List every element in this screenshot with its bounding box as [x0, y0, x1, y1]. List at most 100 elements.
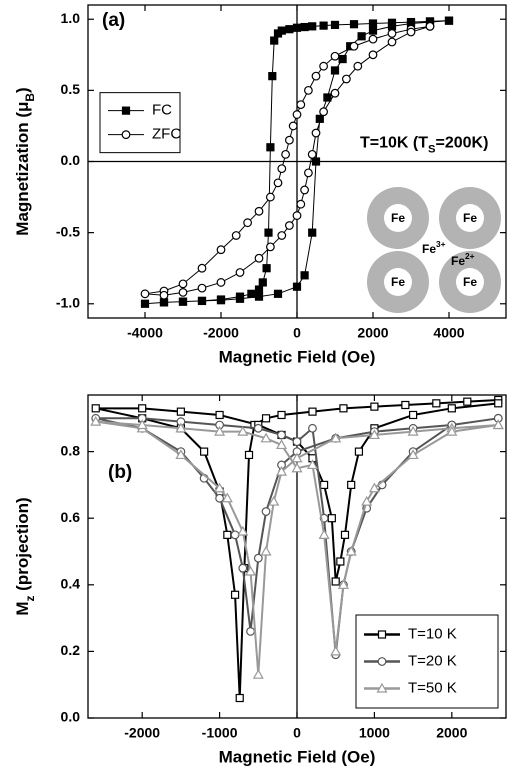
marker	[197, 263, 207, 273]
marker	[337, 579, 349, 589]
marker	[370, 402, 379, 411]
marker	[237, 425, 249, 436]
marker	[368, 26, 378, 35]
marker	[175, 422, 187, 433]
marker	[258, 278, 267, 287]
marker	[292, 282, 302, 291]
y-tick-label: -0.5	[56, 223, 80, 239]
marker	[432, 399, 441, 408]
particle-core	[384, 204, 412, 232]
marker	[223, 530, 232, 539]
marker	[138, 404, 147, 413]
marker	[200, 447, 209, 456]
marker	[159, 290, 169, 300]
marker	[266, 143, 275, 152]
marker	[230, 590, 240, 599]
marker	[221, 492, 233, 503]
marker	[238, 563, 248, 573]
marker	[261, 507, 271, 516]
marker	[446, 425, 458, 436]
marker	[353, 61, 363, 71]
marker	[159, 298, 169, 307]
y-axis-label-part: M	[13, 602, 32, 616]
marker	[368, 50, 378, 60]
marker	[292, 110, 302, 119]
marker	[266, 242, 275, 252]
y-axis-label-part: B	[23, 93, 37, 102]
marker	[292, 437, 302, 447]
marker	[319, 107, 329, 117]
legend-label: T=50 K	[408, 679, 457, 696]
marker	[331, 577, 340, 586]
marker	[308, 22, 317, 31]
particle-label: Fe	[463, 275, 477, 289]
marker	[216, 278, 226, 287]
marker	[494, 399, 503, 408]
marker	[307, 149, 317, 159]
series	[90, 415, 504, 679]
marker	[336, 557, 345, 566]
marker	[244, 450, 254, 460]
marker	[444, 16, 454, 25]
marker	[349, 41, 359, 51]
marker	[178, 279, 188, 289]
legend-label: FC	[152, 102, 172, 119]
marker	[252, 668, 264, 679]
marker	[387, 29, 397, 38]
marker	[246, 627, 255, 636]
y-axis-label-part: z	[23, 596, 37, 602]
marker	[425, 21, 435, 31]
x-tick-label: 0	[293, 725, 301, 741]
marker	[261, 414, 271, 423]
marker	[254, 292, 264, 301]
ion-label-part: 2+	[465, 251, 475, 261]
marker	[197, 283, 207, 293]
marker	[176, 407, 185, 416]
y-tick-label: 1.0	[61, 10, 81, 26]
marker	[409, 410, 418, 420]
legend-marker	[377, 657, 387, 666]
marker	[463, 397, 472, 406]
marker	[300, 185, 310, 195]
marker	[347, 480, 356, 490]
marker	[90, 415, 102, 426]
marker	[275, 439, 288, 450]
marker	[311, 128, 321, 138]
marker	[338, 54, 347, 64]
marker	[361, 495, 373, 506]
marker	[235, 294, 245, 303]
marker	[327, 514, 336, 523]
marker	[407, 425, 419, 436]
marker	[306, 459, 319, 470]
marker	[245, 565, 257, 576]
marker	[253, 553, 263, 563]
marker	[296, 100, 306, 109]
x-axis-label: Magnetic Field (Oe)	[219, 747, 376, 766]
marker	[319, 480, 329, 490]
marker	[231, 231, 241, 240]
y-tick-label: 0.4	[61, 576, 81, 592]
marker	[214, 425, 226, 436]
legend-label: T=20 K	[408, 652, 457, 669]
marker	[291, 462, 303, 473]
marker	[254, 253, 264, 263]
marker	[277, 430, 286, 440]
marker	[492, 419, 504, 430]
marker	[273, 29, 283, 38]
x-tick-label: 2000	[357, 325, 388, 341]
legend-marker	[376, 682, 388, 693]
marker	[277, 164, 287, 174]
marker	[304, 168, 313, 178]
y-axis-label-part: Magnetization (μ	[13, 102, 32, 236]
marker	[292, 23, 302, 32]
marker	[175, 449, 187, 460]
legend-marker	[377, 630, 387, 639]
marker	[368, 482, 380, 493]
marker	[285, 135, 294, 145]
marker	[243, 218, 253, 228]
marker	[273, 178, 283, 188]
marker	[270, 36, 279, 45]
marker	[330, 432, 342, 443]
ion-label-part: 3+	[436, 239, 446, 249]
marker	[253, 423, 263, 433]
